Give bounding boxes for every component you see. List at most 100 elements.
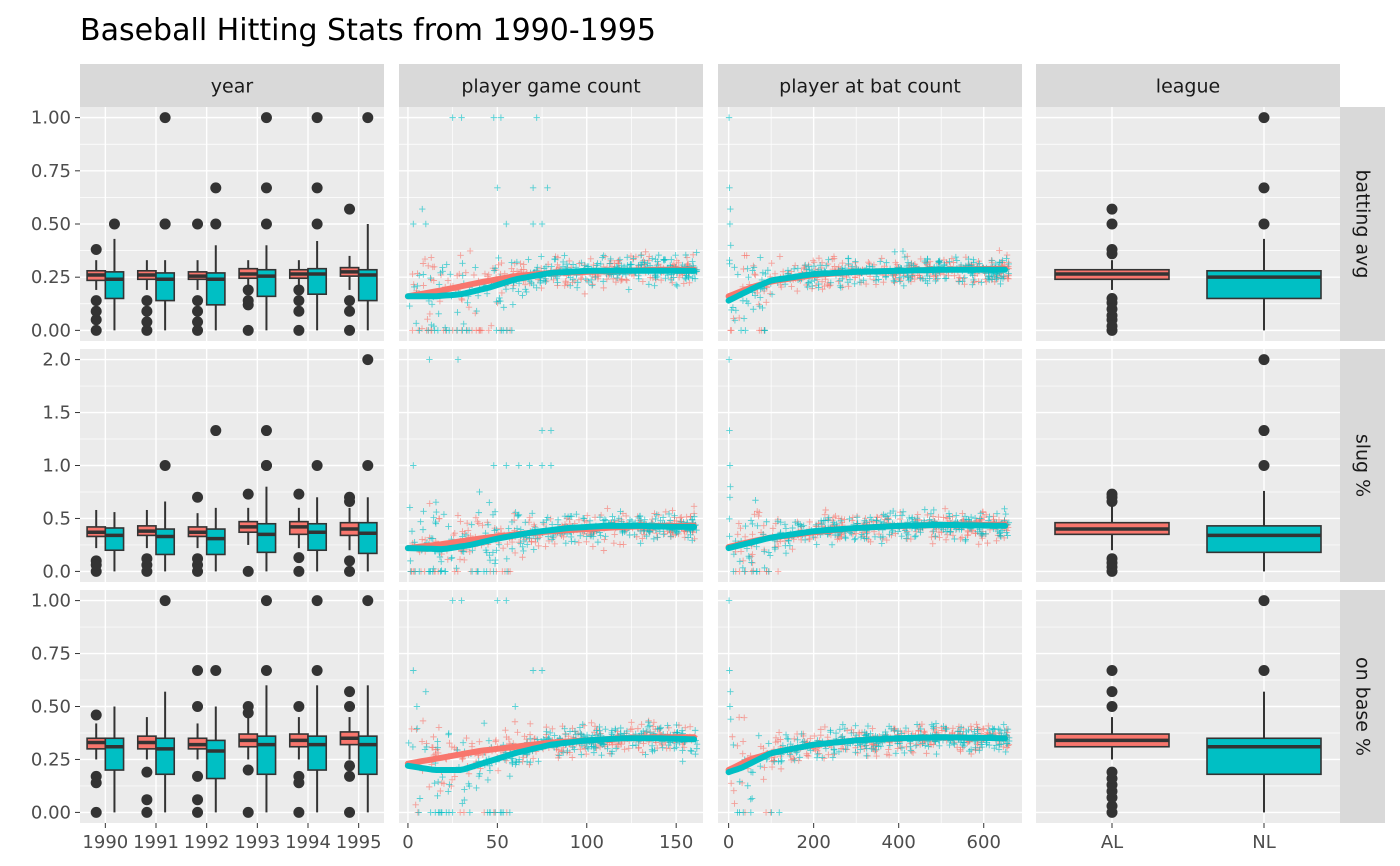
- scatter-outlier: [422, 688, 430, 695]
- scatter-point-NL: [475, 509, 482, 516]
- scatter-point-NL: [646, 528, 653, 536]
- scatter-point-AL: [583, 538, 590, 546]
- scatter-point-AL: [561, 282, 568, 289]
- scatter-point-NL: [739, 297, 747, 304]
- scatter-point-NL: [784, 735, 791, 742]
- scatter-point-AL: [427, 276, 435, 283]
- scatter-point-AL: [892, 259, 899, 266]
- scatter-point-NL: [637, 540, 644, 547]
- panel-slg-games: [399, 349, 703, 582]
- scatter-point-NL: [439, 264, 446, 271]
- scatter-point-AL: [657, 276, 665, 284]
- scatter-point-NL: [645, 281, 653, 288]
- scatter-point-AL: [873, 752, 880, 760]
- scatter-point-AL: [807, 735, 814, 742]
- scatter-point-NL: [1005, 260, 1013, 268]
- scatter-point-NL: [953, 257, 961, 264]
- scatter-point-NL: [930, 506, 937, 514]
- box-1992-AL-outlier: [192, 316, 204, 328]
- scatter-point-NL: [779, 742, 787, 749]
- scatter-point-AL: [425, 262, 432, 269]
- scatter-point-AL: [749, 551, 756, 558]
- box-league-NL-outlier: [1258, 112, 1270, 124]
- scatter-point-NL: [992, 742, 1000, 749]
- box-1990-NL-box: [104, 737, 125, 771]
- scatter-point-NL: [564, 747, 571, 755]
- scatter-point-AL: [528, 538, 535, 546]
- scatter-point-NL: [602, 725, 609, 733]
- scatter-point-AL: [456, 556, 464, 563]
- scatter-point-AL: [419, 260, 427, 267]
- scatter-point-AL: [680, 744, 688, 751]
- scatter-point-NL: [654, 725, 661, 733]
- scatter-point-AL: [851, 274, 859, 281]
- scatter-point-NL: [564, 513, 572, 520]
- scatter-point-NL: [475, 772, 483, 780]
- scatter-point-AL: [600, 547, 607, 554]
- scatter-point-AL: [874, 514, 881, 521]
- scatter-point-NL: [768, 291, 776, 298]
- scatter-point-NL: [785, 537, 792, 545]
- scatter-point-NL: [966, 747, 973, 755]
- box-1993-AL-outlier: [242, 701, 254, 712]
- scatter-point-AL: [492, 738, 499, 745]
- scatter-point-NL: [515, 759, 523, 766]
- box-league-AL-outlier: [1106, 488, 1118, 500]
- scatter-point-AL: [463, 519, 471, 527]
- scatter-point-NL: [520, 537, 528, 545]
- scatter-point-NL: [839, 721, 847, 728]
- smooth-line-NL: [404, 522, 698, 553]
- scatter-point-AL: [444, 556, 452, 563]
- scatter-point-NL: [912, 532, 919, 540]
- scatter-point-NL: [590, 743, 597, 750]
- scatter-point-NL: [520, 547, 527, 555]
- scatter-point-NL: [648, 742, 656, 750]
- scatter-outlier: [538, 667, 546, 674]
- scatter-point-NL: [687, 747, 694, 754]
- scatter-point-NL: [961, 513, 969, 520]
- scatter-point-NL: [834, 531, 842, 539]
- scatter-point-AL: [817, 726, 825, 733]
- scatter-point-NL: [429, 535, 436, 542]
- scatter-point-NL: [574, 279, 581, 286]
- scatter-point-AL: [430, 277, 438, 284]
- scatter-point-NL: [673, 282, 681, 290]
- scatter-point-NL: [602, 517, 610, 524]
- scatter-point-NL: [731, 317, 739, 324]
- scatter-point-NL: [445, 788, 452, 795]
- scatter-point-AL: [815, 750, 823, 757]
- scatter-point-NL: [921, 506, 929, 513]
- scatter-point-NL: [628, 261, 635, 268]
- scatter-point-AL: [964, 528, 972, 536]
- scatter-point-AL: [923, 750, 930, 757]
- scatter-point-NL: [977, 510, 984, 517]
- box-1993-AL-outlier: [242, 284, 254, 296]
- scatter-point-NL: [573, 510, 580, 518]
- scatter-point-AL: [880, 278, 887, 286]
- smooth-line-NL: [404, 735, 698, 773]
- y-tick-label: 0.00: [31, 802, 71, 823]
- scatter-point-NL: [423, 743, 430, 751]
- scatter-point-NL: [842, 534, 849, 542]
- scatter-point-NL: [904, 273, 912, 281]
- scatter-point-NL: [551, 255, 558, 263]
- scatter-point-NL: [774, 517, 781, 525]
- scatter-point-NL: [784, 267, 792, 274]
- scatter-point-AL: [760, 776, 767, 783]
- strip-label-obp: on base %: [1352, 657, 1374, 756]
- scatter-point-NL: [604, 745, 611, 752]
- scatter-point-AL: [601, 253, 609, 260]
- scatter-point-NL: [688, 516, 696, 523]
- scatter-point-AL: [462, 269, 470, 276]
- scatter-point-NL: [761, 548, 768, 555]
- scatter-point-AL: [686, 723, 694, 730]
- scatter-point-NL: [651, 282, 658, 289]
- scatter-point-NL: [459, 739, 467, 746]
- scatter-point-NL: [877, 258, 884, 265]
- box-league-AL-outlier: [1106, 553, 1118, 565]
- box-league-AL-outlier: [1106, 664, 1118, 676]
- box-1995-AL-outlier: [344, 806, 356, 818]
- scatter-point-NL: [959, 741, 966, 749]
- scatter-point-AL: [763, 299, 770, 306]
- scatter-point-NL: [924, 280, 931, 287]
